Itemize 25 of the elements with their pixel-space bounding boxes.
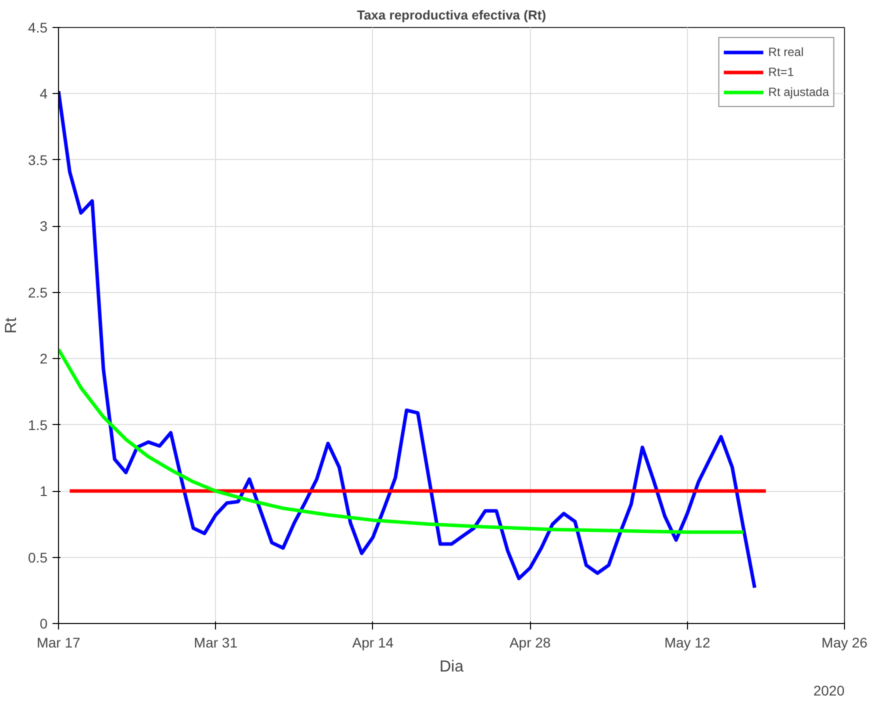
y-tick-label: 3.5 <box>28 152 48 168</box>
y-axis-title: Rt <box>3 316 20 334</box>
x-tick-label: Apr 14 <box>352 634 394 650</box>
x-axis-title: Dia <box>439 658 464 676</box>
y-tick-label: 3 <box>40 218 48 234</box>
y-tick-label: 2 <box>40 350 48 367</box>
legend-label: Rt=1 <box>768 65 794 79</box>
x-tick-label: May 12 <box>664 634 710 650</box>
line-series <box>58 348 746 534</box>
legend-label: Rt ajustada <box>768 85 829 99</box>
y-tick-label: 4 <box>40 86 48 102</box>
y-tick-label: 0 <box>40 616 48 632</box>
line-series <box>58 89 756 590</box>
text: 2020 <box>813 682 845 698</box>
y-tick-label: 1 <box>40 483 48 500</box>
y-tick-label: 0.5 <box>28 549 48 566</box>
y-tick-label: 1.5 <box>28 416 48 433</box>
x-tick-label: Apr 28 <box>509 634 551 650</box>
x-tick-label: Mar 17 <box>36 634 80 650</box>
y-tick-label: 2.5 <box>28 284 48 300</box>
x-tick-label: Mar 31 <box>194 634 238 650</box>
legend-label: Rt real <box>768 45 804 59</box>
x-tick-label: May 26 <box>822 634 868 650</box>
y-tick-label: 4.5 <box>28 20 48 36</box>
chart-title: Taxa reproductiva efectiva (Rt) <box>356 8 546 22</box>
